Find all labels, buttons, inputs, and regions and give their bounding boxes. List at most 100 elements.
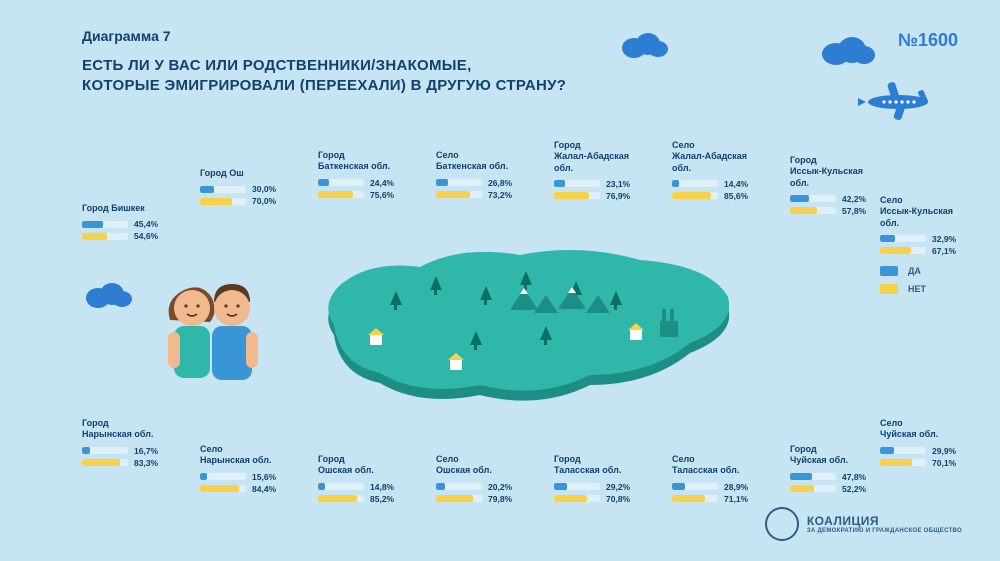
bar-value-yes: 45,4% <box>134 219 158 229</box>
bar-fill-yes <box>672 180 679 187</box>
bar-fill-yes <box>554 483 567 490</box>
bar-track <box>436 179 482 186</box>
bar-fill-no <box>554 192 589 199</box>
bar-value-yes: 24,4% <box>370 178 394 188</box>
bar-track <box>200 198 246 205</box>
bar-fill-no <box>200 485 239 492</box>
bar-value-no: 75,6% <box>370 190 394 200</box>
bar-row-yes: 14,8% <box>318 482 438 492</box>
bar-row-yes: 24,4% <box>318 178 438 188</box>
bar-row-no: 85,2% <box>318 494 438 504</box>
legend-row-yes: ДА <box>880 266 926 276</box>
region-chuy-village: СелоЧуйская обл. 29,9% 70,1% <box>880 418 1000 470</box>
bar-fill-yes <box>880 447 894 454</box>
region-batken-city: ГородБаткенская обл.24,4%75,6% <box>318 150 438 202</box>
cloud-icon <box>84 282 132 308</box>
legend-swatch-yes <box>880 266 898 276</box>
bar-fill-no <box>790 207 817 214</box>
bar-fill-no <box>880 459 912 466</box>
bar-value-no: 83,3% <box>134 458 158 468</box>
bar-track <box>880 447 926 454</box>
footer-sub: ЗА ДЕМОКРАТИЮ И ГРАЖДАНСКОЕ ОБЩЕСТВО <box>807 528 962 534</box>
region-osh-city: ГородОшская обл.14,8%85,2% <box>318 454 438 506</box>
region-label: СелоЖалал-Абадскаяобл. <box>672 140 792 174</box>
bar-row-no: 70,1% <box>880 458 1000 468</box>
bar-fill-yes <box>790 473 812 480</box>
coalition-logo-icon <box>765 507 799 541</box>
bar-track <box>82 233 128 240</box>
bar-value-no: 85,2% <box>370 494 394 504</box>
region-naryn-city: ГородНарынская обл. 16,7% 83,3% <box>82 418 202 470</box>
bar-row-no: 85,6% <box>672 191 792 201</box>
bar-track <box>318 191 364 198</box>
bar-row-no: 84,4% <box>200 484 320 494</box>
bar-row-no: 67,1% <box>880 246 1000 256</box>
bar-track <box>880 235 926 242</box>
bar-row-no: 76,9% <box>554 191 674 201</box>
bar-fill-yes <box>200 186 214 193</box>
question-line-2: КОТОРЫЕ ЭМИГРИРОВАЛИ (ПЕРЕЕХАЛИ) В ДРУГУ… <box>82 76 566 96</box>
region-label: ГородНарынская обл. <box>82 418 202 441</box>
bar-fill-yes <box>82 221 103 228</box>
region-label: СелоОшская обл. <box>436 454 556 477</box>
bar-value-yes: 28,9% <box>724 482 748 492</box>
legend: ДА НЕТ <box>880 266 926 302</box>
bar-fill-yes <box>672 483 685 490</box>
bar-value-no: 54,6% <box>134 231 158 241</box>
bar-value-yes: 14,8% <box>370 482 394 492</box>
region-label: ГородЖалал-Абадскаяобл. <box>554 140 674 174</box>
bar-row-no: 73,2% <box>436 190 556 200</box>
legend-row-no: НЕТ <box>880 284 926 294</box>
bar-row-no: 83,3% <box>82 458 202 468</box>
bar-fill-yes <box>790 195 809 202</box>
bar-value-no: 76,9% <box>606 191 630 201</box>
bar-value-yes: 26,8% <box>488 178 512 188</box>
bar-track <box>200 473 246 480</box>
cloud-icon <box>620 32 668 58</box>
region-label: ГородИссык-Кульскаяобл. <box>790 155 910 189</box>
bar-fill-no <box>436 191 470 198</box>
bar-value-no: 84,4% <box>252 484 276 494</box>
bar-row-yes: 32,9% <box>880 234 1000 244</box>
bar-track <box>436 483 482 490</box>
region-label: СелоБаткенская обл. <box>436 150 556 173</box>
region-batken-village: СелоБаткенская обл. 26,8% 73,2% <box>436 150 556 202</box>
bar-fill-yes <box>436 179 448 186</box>
bar-track <box>436 495 482 502</box>
region-label: ГородТаласская обл. <box>554 454 674 477</box>
bar-fill-no <box>200 198 232 205</box>
bar-value-no: 67,1% <box>932 246 956 256</box>
region-label: Город Бишкек <box>82 203 202 214</box>
bar-value-yes: 14,4% <box>724 179 748 189</box>
bar-value-no: 70,0% <box>252 196 276 206</box>
bar-track <box>672 192 718 199</box>
region-label: СелоИссык-Кульскаяобл. <box>880 195 1000 229</box>
bar-value-yes: 42,2% <box>842 194 866 204</box>
bar-row-yes: 47,8% <box>790 472 910 482</box>
bar-fill-no <box>82 459 120 466</box>
bar-value-yes: 47,8% <box>842 472 866 482</box>
bar-value-yes: 29,9% <box>932 446 956 456</box>
bar-value-no: 70,1% <box>932 458 956 468</box>
bar-fill-no <box>672 495 705 502</box>
bar-value-yes: 20,2% <box>488 482 512 492</box>
bar-fill-yes <box>554 180 565 187</box>
bar-row-yes: 45,4% <box>82 219 202 229</box>
bar-row-no: 75,6% <box>318 190 438 200</box>
people-illustration <box>152 268 270 398</box>
bar-track <box>554 192 600 199</box>
region-label: СелоЧуйская обл. <box>880 418 1000 441</box>
bar-track <box>554 180 600 187</box>
bar-track <box>200 485 246 492</box>
bar-fill-no <box>672 192 711 199</box>
region-jalal-village: СелоЖалал-Абадскаяобл. 14,4% 85,6% <box>672 140 792 203</box>
bar-fill-no <box>790 485 814 492</box>
bar-fill-no <box>318 191 353 198</box>
cloud-icon <box>820 36 876 66</box>
legend-swatch-no <box>880 284 898 294</box>
bar-track <box>82 459 128 466</box>
region-naryn-village: СелоНарынская обл.15,6%84,4% <box>200 444 320 496</box>
bar-value-yes: 16,7% <box>134 446 158 456</box>
bar-row-yes: 29,9% <box>880 446 1000 456</box>
bar-value-no: 52,2% <box>842 484 866 494</box>
